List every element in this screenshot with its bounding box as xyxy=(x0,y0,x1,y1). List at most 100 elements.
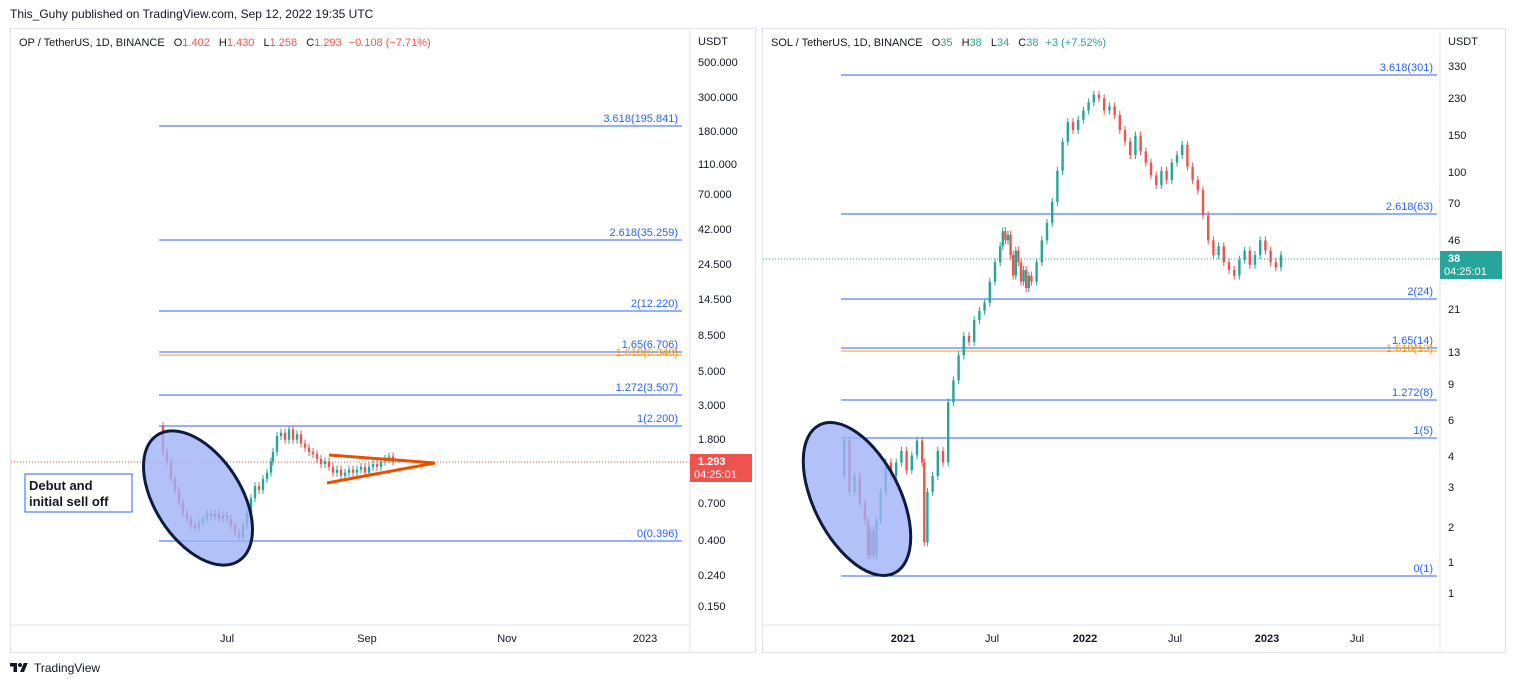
sol-last-price-tag xyxy=(1440,251,1502,279)
sol-candle-body xyxy=(1222,246,1225,263)
sol-candle-body xyxy=(993,262,997,282)
op-last-price-tag xyxy=(690,454,752,482)
op-candle-body xyxy=(323,461,327,465)
op-candle-body xyxy=(295,434,299,440)
sol-x-tick-label: 2022 xyxy=(1073,633,1097,645)
op-y-tick-label: 70.000 xyxy=(698,189,732,201)
sol-candle-body xyxy=(1201,190,1205,216)
sol-fib-label: 1.65(14) xyxy=(1392,335,1433,347)
footer-brand[interactable]: TradingView xyxy=(34,661,101,675)
op-x-tick-label: Sep xyxy=(357,633,377,645)
op-change: −0.108 (−7.71%) xyxy=(348,37,431,49)
sol-x-tick-label: 2023 xyxy=(1255,633,1279,645)
sol-candle-body xyxy=(895,462,898,476)
op-annotation-line1: Debut and xyxy=(29,478,93,493)
sol-candle-body xyxy=(1040,240,1043,263)
sol-candle-body xyxy=(1243,250,1246,260)
sol-candle-body xyxy=(900,450,903,463)
sol-candle-body xyxy=(1006,234,1010,241)
sol-x-tick-label: Jul xyxy=(985,633,999,645)
op-chart-canvas[interactable]: USDT 500.000 300.000 180.000 110.000 70.000 42… xyxy=(11,29,755,652)
sol-candle-body xyxy=(915,440,919,456)
op-y-tick-label: 180.000 xyxy=(698,126,738,138)
op-triangle-upper xyxy=(328,453,436,465)
op-candle-body xyxy=(371,464,375,467)
op-candle-body xyxy=(275,436,279,452)
sol-candle-body xyxy=(1051,201,1054,223)
sol-candle-body xyxy=(1056,170,1059,202)
op-candle-body xyxy=(269,461,273,473)
op-candle-body xyxy=(379,461,383,467)
op-candle-body xyxy=(257,486,261,490)
sol-candle-body xyxy=(952,380,955,403)
sol-candle-body xyxy=(1149,162,1153,176)
sol-candle-body xyxy=(1155,175,1158,186)
op-chart-panel[interactable]: OP / TetherUS, 1D, BINANCE O1.402 H1.430… xyxy=(10,28,756,653)
sol-candle-body xyxy=(1181,144,1184,156)
sol-candle-body xyxy=(1045,222,1049,241)
op-candle-body xyxy=(311,451,315,455)
sol-candle-body xyxy=(1144,151,1147,163)
sol-candle-body xyxy=(1103,98,1106,111)
sol-candle-body xyxy=(923,462,926,543)
op-close-label: C xyxy=(306,37,315,49)
op-fib-label: 3.618(195.841) xyxy=(603,113,678,125)
sol-candle-body xyxy=(1061,141,1064,171)
sol-candle-body xyxy=(983,302,986,311)
sol-candle-body xyxy=(1022,270,1025,282)
op-candle-body xyxy=(359,466,363,470)
sol-candle-body xyxy=(1196,180,1199,191)
sol-candle-body xyxy=(1066,122,1069,142)
sol-candle-body xyxy=(1259,240,1262,256)
op-candle-body xyxy=(283,432,287,440)
sol-candle-body xyxy=(1108,106,1111,111)
op-fib-label: 1.272(3.507) xyxy=(616,382,678,394)
op-candle-body xyxy=(253,486,257,499)
sol-chart-panel[interactable]: SOL / TetherUS, 1D, BINANCE O35 H38 L34 … xyxy=(762,28,1506,653)
sol-low-label: L xyxy=(990,37,997,49)
sol-y-tick-label: 13 xyxy=(1448,347,1460,359)
sol-candle-body xyxy=(905,450,908,471)
op-candle-body xyxy=(261,479,265,490)
sol-candle-body xyxy=(962,335,965,356)
op-candle-body xyxy=(291,429,295,440)
sol-candle-body xyxy=(1134,135,1137,156)
op-fib-label: 0(0.396) xyxy=(637,528,678,540)
sol-candle-body xyxy=(967,335,971,342)
sol-fib-label: 1(5) xyxy=(1413,425,1433,437)
sol-candle-body xyxy=(1279,255,1283,268)
sol-countdown: 04:25:01 xyxy=(1444,266,1487,278)
op-candle-body xyxy=(299,434,303,444)
sol-candle-body xyxy=(936,450,939,476)
sol-candle-body xyxy=(941,450,945,463)
sol-y-tick-label: 21 xyxy=(1448,304,1460,316)
sol-y-tick-label: 6 xyxy=(1448,415,1454,427)
sol-candle-body xyxy=(1097,94,1101,99)
sol-candle-body xyxy=(1264,240,1267,251)
op-candle-body xyxy=(271,451,275,462)
op-fib-label: 2.618(35.259) xyxy=(610,227,679,239)
op-candle-body xyxy=(287,429,291,440)
sol-candle-body xyxy=(1118,115,1121,130)
sol-open: 35 xyxy=(940,37,953,49)
sol-symbol: SOL / TetherUS, 1D, BINANCE xyxy=(771,37,923,49)
sol-fib-label: 1.618(13) xyxy=(1386,343,1433,355)
op-candle-body xyxy=(355,469,359,473)
sol-y-tick-label: 150 xyxy=(1448,130,1466,142)
sol-candle-body xyxy=(947,402,950,463)
sol-candle-body xyxy=(1207,215,1210,241)
op-y-tick-label: 14.500 xyxy=(698,294,732,306)
sol-candle-body xyxy=(1274,262,1277,268)
op-candle-body xyxy=(343,472,347,476)
sol-candle-body xyxy=(1165,170,1168,181)
sol-candle-body xyxy=(1123,129,1127,142)
sol-candle-body xyxy=(1269,250,1272,263)
sol-fib-label: 2.618(63) xyxy=(1386,201,1433,213)
op-fib-label: 1.65(6.706) xyxy=(622,339,678,351)
sol-close-label: C xyxy=(1018,37,1027,49)
sol-candle-body xyxy=(1217,246,1220,256)
sol-candle-body xyxy=(1027,275,1030,289)
op-y-tick-label: 8.500 xyxy=(698,330,726,342)
op-x-tick-label: 2023 xyxy=(633,633,657,645)
